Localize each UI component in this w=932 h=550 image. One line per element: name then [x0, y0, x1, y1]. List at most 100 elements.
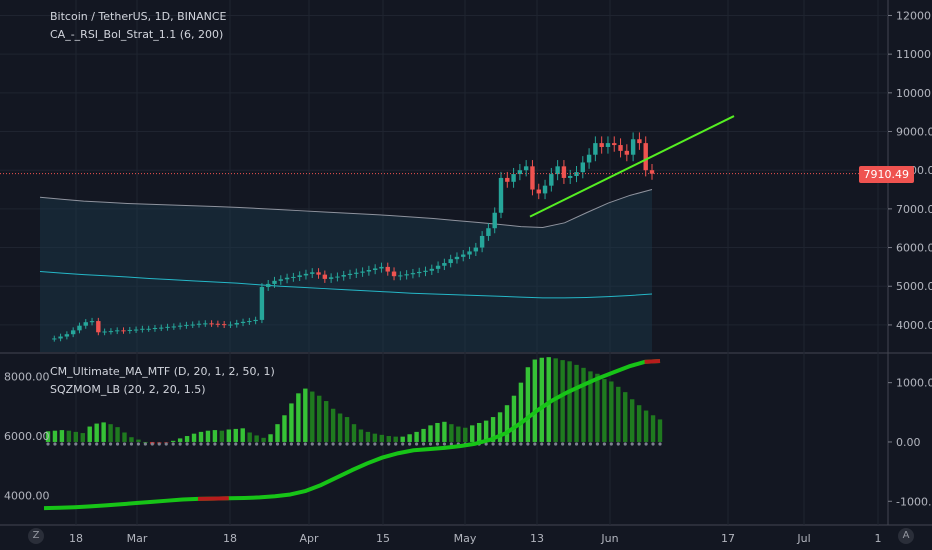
momentum-bar	[657, 419, 663, 442]
momentum-bar	[386, 436, 391, 442]
candle-body	[303, 273, 309, 276]
squeeze-dot	[512, 442, 516, 446]
candle-body	[291, 276, 296, 278]
x-tick-label: 15	[376, 532, 390, 545]
momentum-bar	[101, 422, 106, 442]
squeeze-dot	[108, 442, 113, 446]
momentum-bar	[212, 430, 218, 442]
momentum-bar	[275, 424, 280, 442]
candle-body	[316, 272, 321, 275]
squeeze-dot	[401, 442, 405, 446]
candle-body	[549, 174, 554, 186]
candle-body	[379, 266, 384, 269]
momentum-bar	[497, 412, 503, 442]
squeeze-dot	[408, 442, 412, 446]
auto-scale-button[interactable]: A	[898, 528, 914, 544]
squeeze-dot	[658, 442, 662, 446]
candle-body	[404, 274, 409, 276]
y-tick-label: 12000.00	[896, 9, 932, 22]
y-tick-label: 10000.00	[896, 87, 932, 100]
candle-body	[561, 166, 567, 178]
candle-body	[360, 271, 365, 273]
x-tick-label: 1	[875, 532, 882, 545]
momentum-bar	[476, 422, 482, 442]
squeeze-dot	[282, 442, 287, 446]
indicator-lower-label-1[interactable]: CM_Ultimate_MA_MTF (D, 20, 1, 2, 50, 1)	[50, 365, 275, 378]
momentum-bar	[261, 437, 266, 442]
candle-body	[221, 324, 227, 326]
squeeze-dot	[519, 442, 523, 446]
candle-body	[127, 329, 132, 331]
momentum-bar	[379, 434, 385, 442]
squeeze-dot	[185, 442, 189, 446]
left-tick-label: 6000.00	[4, 430, 50, 443]
zoom-button[interactable]: Z	[28, 528, 44, 544]
candle-body	[115, 330, 120, 332]
squeeze-dot	[102, 442, 106, 446]
momentum-bar	[581, 367, 586, 442]
trend-line	[529, 115, 735, 218]
candle-body	[209, 323, 214, 325]
momentum-bar	[87, 426, 92, 442]
candle-body	[511, 174, 516, 182]
x-tick-label: 18	[69, 532, 83, 545]
squeeze-dot	[630, 442, 634, 446]
momentum-bar	[490, 417, 496, 442]
candle-body	[473, 247, 479, 252]
squeeze-dot	[581, 442, 586, 446]
candle-body	[580, 162, 585, 173]
momentum-bar	[407, 434, 412, 442]
squeeze-dot	[115, 442, 120, 446]
momentum-bar	[546, 357, 551, 442]
squeeze-dot	[533, 442, 537, 446]
squeeze-dot	[352, 442, 356, 446]
momentum-bar	[532, 359, 538, 442]
candle-body	[234, 322, 239, 325]
momentum-bar	[73, 431, 79, 442]
momentum-bar	[191, 433, 197, 442]
candle-body	[272, 280, 277, 284]
candle-body	[284, 277, 290, 280]
momentum-bar	[108, 424, 113, 442]
momentum-bar	[456, 426, 461, 442]
momentum-bar	[310, 391, 315, 442]
momentum-bar	[609, 381, 614, 442]
main-pane	[0, 115, 888, 352]
candle-body	[410, 273, 416, 275]
indicator-lower-label-2[interactable]: SQZMOM_LB (20, 2, 20, 1.5)	[50, 383, 206, 396]
left-tick-label: 4000.00	[4, 489, 50, 502]
momentum-bar	[129, 437, 134, 442]
candle-body	[492, 212, 497, 229]
squeeze-dot	[88, 442, 92, 446]
candle-body	[423, 270, 428, 272]
candle-body	[536, 189, 541, 194]
y-tick-label: 9000.00	[896, 126, 932, 139]
squeeze-dot	[331, 442, 335, 446]
squeeze-dot	[268, 442, 273, 446]
squeeze-dot	[261, 442, 266, 446]
momentum-bar	[184, 436, 190, 442]
candle-body	[190, 324, 195, 326]
candle-body	[70, 330, 76, 335]
candle-body	[454, 256, 460, 260]
momentum-bar	[317, 395, 322, 442]
candle-body	[159, 327, 164, 329]
squeeze-dot	[644, 442, 648, 446]
momentum-bar	[45, 431, 51, 442]
momentum-bar	[136, 439, 141, 442]
squeeze-dot	[359, 442, 363, 446]
candle-body	[461, 254, 466, 257]
momentum-bar	[177, 438, 183, 442]
symbol-title[interactable]: Bitcoin / TetherUS, 1D, BINANCE	[50, 10, 227, 23]
squeeze-dot	[338, 442, 342, 446]
squeeze-dot	[602, 442, 606, 446]
momentum-bar	[511, 395, 517, 442]
momentum-bar	[442, 421, 447, 442]
candle-body	[89, 321, 95, 323]
momentum-bar	[198, 431, 204, 442]
ma-line	[43, 359, 661, 511]
squeeze-dot	[435, 442, 440, 446]
indicator-main-label[interactable]: CA_-_RSI_Bol_Strat_1.1 (6, 200)	[50, 28, 224, 41]
momentum-bar	[574, 364, 579, 442]
